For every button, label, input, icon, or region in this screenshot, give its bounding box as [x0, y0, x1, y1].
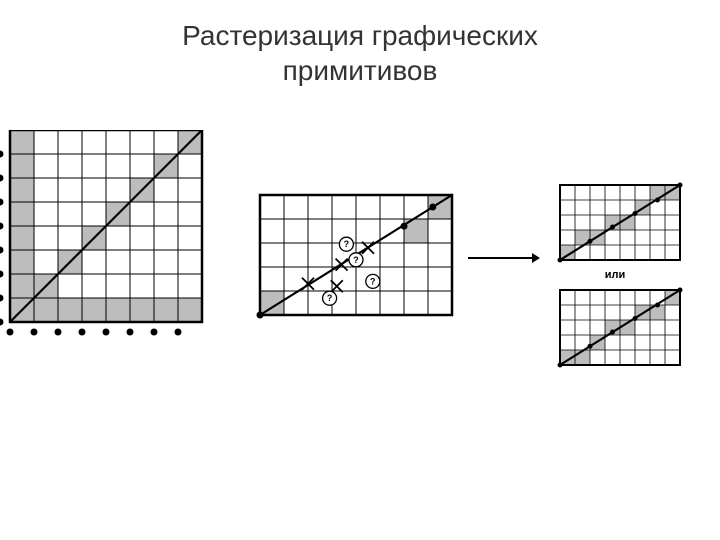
svg-text:?: ?: [353, 255, 359, 265]
title-line-1: Растеризация графических: [182, 20, 538, 51]
or-label: или: [605, 269, 626, 281]
svg-text:?: ?: [344, 239, 350, 249]
diagram-area: ???? или: [0, 130, 720, 470]
page-title: Растеризация графических примитивов: [0, 0, 720, 88]
svg-text:?: ?: [327, 293, 333, 303]
title-line-2: примитивов: [283, 55, 438, 86]
svg-text:?: ?: [370, 276, 376, 286]
diagram-svg: ???? или: [0, 130, 720, 470]
